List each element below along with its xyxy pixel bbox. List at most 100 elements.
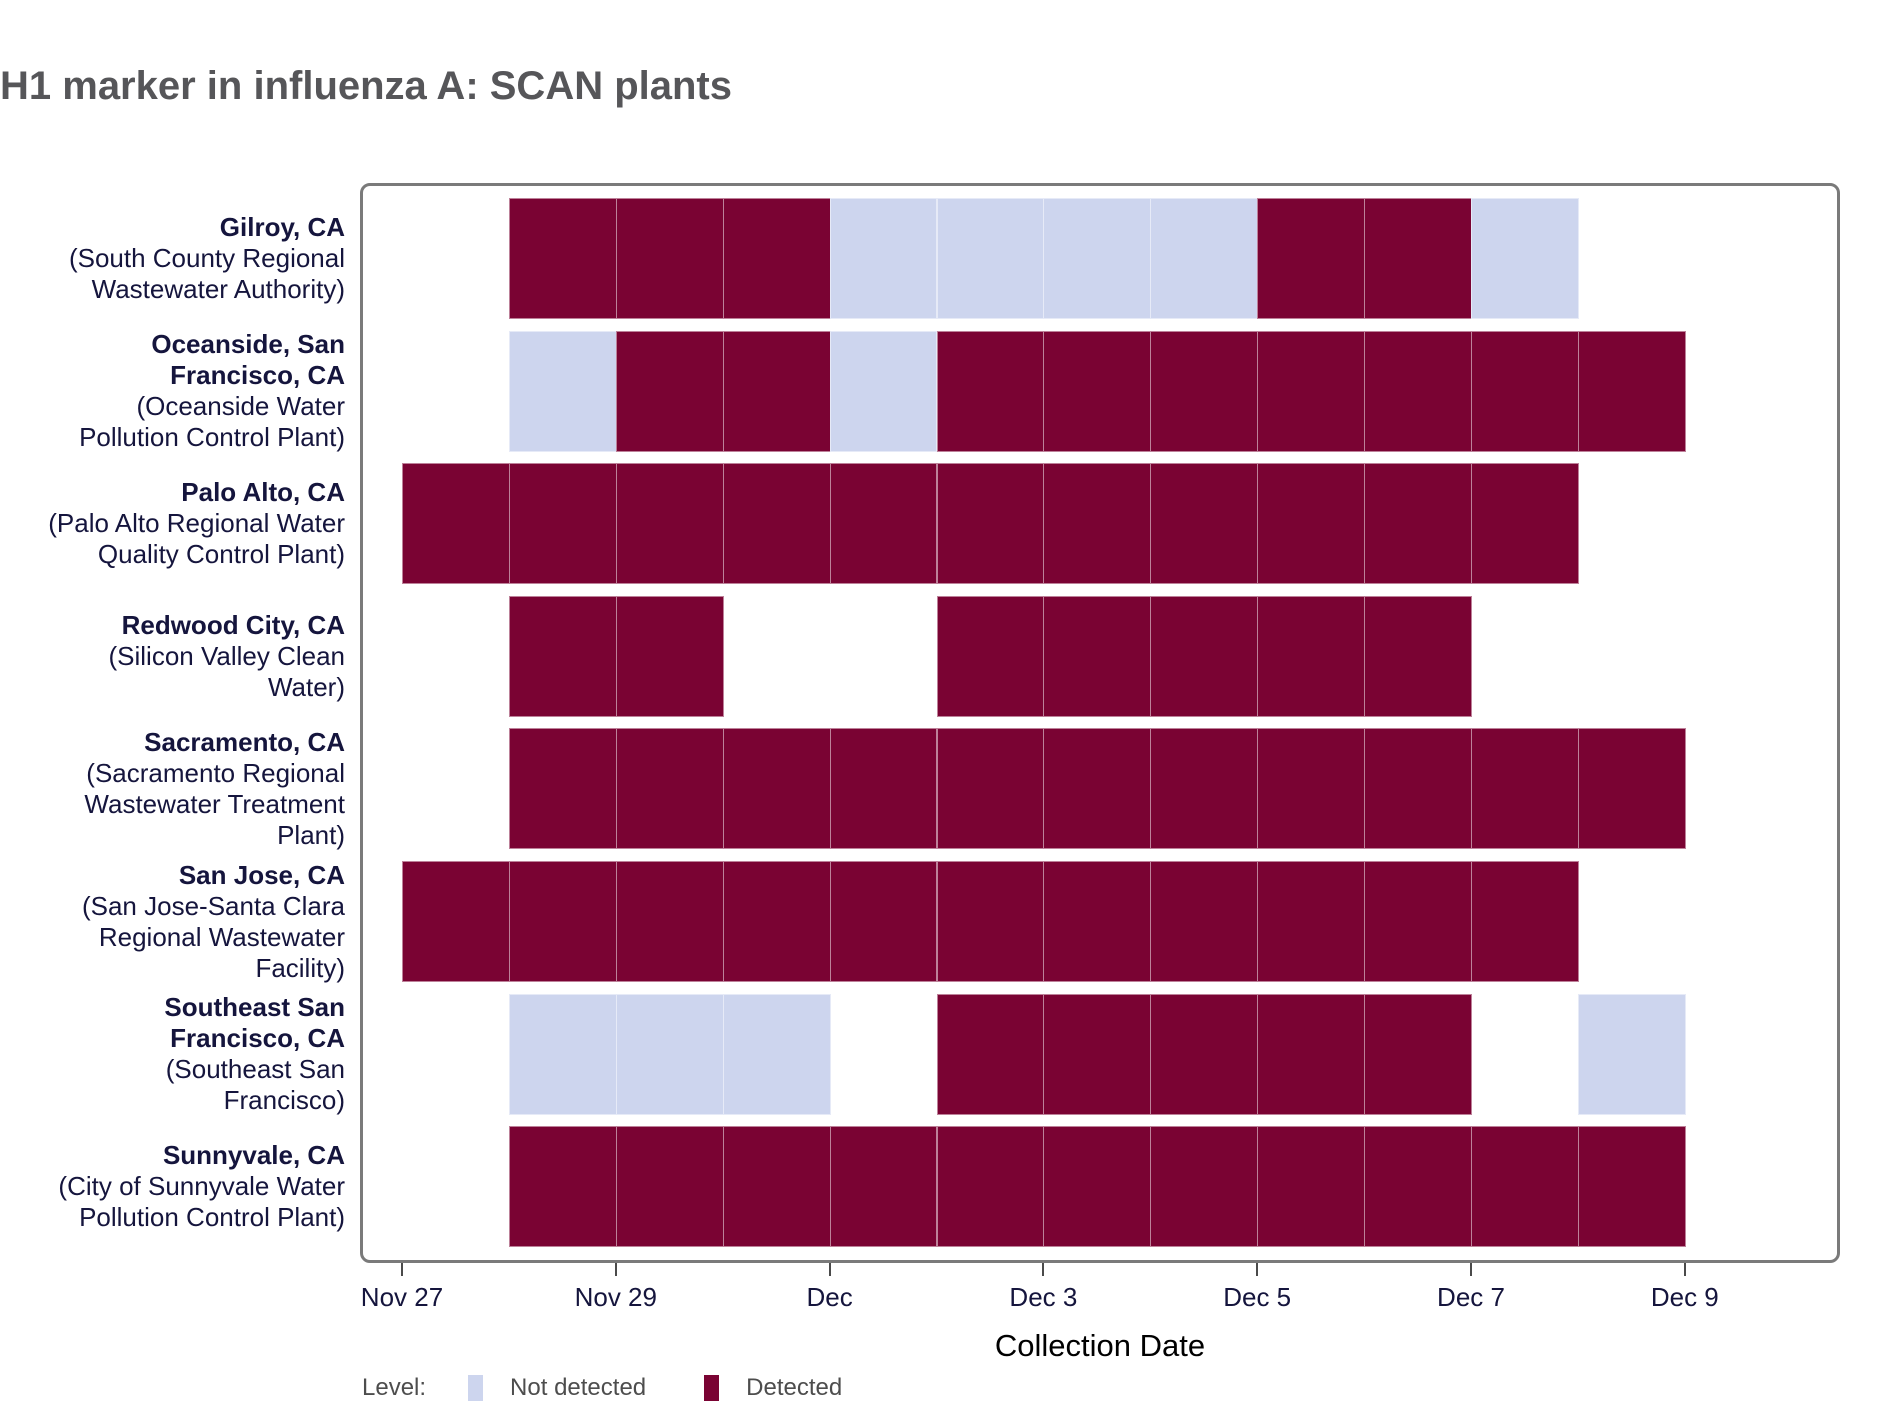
y-label-southeast-san-francisco-ca: Southeast San Francisco, CA (Southeast San… bbox=[20, 992, 345, 1116]
x-tick-mark-nov-27 bbox=[401, 1263, 403, 1276]
tile-sunnyvale-ca-dec-7 bbox=[1471, 1126, 1579, 1248]
tile-sunnyvale-ca-dec-8 bbox=[1577, 1126, 1686, 1248]
legend-swatch-detected bbox=[704, 1375, 720, 1401]
x-tick-mark-dec-5 bbox=[1256, 1263, 1259, 1276]
legend-item-detected: Detected bbox=[704, 1374, 842, 1402]
legend-title: Level: bbox=[362, 1374, 427, 1401]
legend-label: Detected bbox=[746, 1374, 843, 1401]
tile-san-jose-ca-dec-5 bbox=[1257, 861, 1366, 982]
tile-gilroy-ca-dec-7 bbox=[1471, 198, 1579, 319]
chart-title: H1 marker in influenza A: SCAN plants bbox=[0, 64, 732, 108]
legend-label: Not detected bbox=[510, 1374, 647, 1401]
tile-palo-alto-ca-dec-7 bbox=[1471, 463, 1579, 585]
tile-san-jose-ca-nov-27 bbox=[402, 861, 510, 982]
y-label-plant-line: Francisco) bbox=[223, 1085, 345, 1116]
y-label-plant-line: Regional Wastewater bbox=[98, 921, 345, 952]
tile-southeast-san-francisco-ca-dec-3 bbox=[1043, 993, 1152, 1115]
y-label-plant-line: (Oceanside Water bbox=[136, 391, 345, 422]
tile-san-jose-ca-dec-1 bbox=[829, 861, 938, 982]
tile-redwood-city-ca-nov-29 bbox=[615, 595, 724, 717]
y-label-plant-line: (South County Regional bbox=[68, 243, 345, 273]
x-tick-mark-dec bbox=[828, 1263, 831, 1276]
x-tick-label-dec-9: Dec 9 bbox=[1650, 1282, 1719, 1312]
y-label-plant-line: Quality Control Plant) bbox=[97, 539, 345, 570]
tile-oceanside-san-francisco-ca-nov-28 bbox=[508, 330, 617, 452]
tile-oceanside-san-francisco-ca-dec-5 bbox=[1257, 330, 1366, 452]
tile-san-jose-ca-dec-4 bbox=[1150, 861, 1259, 982]
tile-sunnyvale-ca-dec-4 bbox=[1150, 1126, 1259, 1248]
tile-sacramento-ca-nov-28 bbox=[508, 728, 617, 850]
tile-sunnyvale-ca-nov-29 bbox=[615, 1126, 724, 1248]
tile-palo-alto-ca-nov-28 bbox=[508, 463, 617, 585]
x-tick-label-nov-29: Nov 29 bbox=[574, 1282, 657, 1312]
tile-oceanside-san-francisco-ca-dec-1 bbox=[829, 330, 938, 452]
y-label-city-line: Oceanside, San bbox=[151, 329, 345, 360]
tile-sacramento-ca-dec-7 bbox=[1471, 728, 1579, 850]
x-tick-mark-nov-29 bbox=[614, 1263, 617, 1276]
y-label-plant-line: (City of Sunnyvale Water bbox=[58, 1171, 345, 1202]
tile-palo-alto-ca-dec-2 bbox=[936, 463, 1045, 585]
x-tick-label-dec: Dec bbox=[806, 1282, 853, 1312]
tile-sacramento-ca-dec-2 bbox=[936, 728, 1045, 850]
y-label-city-line: Francisco, CA bbox=[170, 360, 345, 391]
y-label-plant-line: Plant) bbox=[277, 819, 345, 850]
tile-southeast-san-francisco-ca-nov-28 bbox=[508, 993, 617, 1115]
legend: Level: Not detected Detected bbox=[362, 1372, 900, 1404]
tile-gilroy-ca-dec-3 bbox=[1043, 198, 1152, 319]
tile-gilroy-ca-dec-5 bbox=[1257, 198, 1366, 319]
tile-sunnyvale-ca-nov-30 bbox=[722, 1126, 831, 1248]
tile-sunnyvale-ca-dec-3 bbox=[1043, 1126, 1152, 1248]
y-label-plant-line: (Palo Alto Regional Water bbox=[48, 508, 345, 539]
tile-palo-alto-ca-nov-29 bbox=[615, 463, 724, 585]
tile-san-jose-ca-nov-30 bbox=[722, 861, 831, 982]
tile-san-jose-ca-dec-2 bbox=[936, 861, 1045, 982]
tile-southeast-san-francisco-ca-dec-6 bbox=[1364, 993, 1472, 1115]
legend-swatch-not-detected bbox=[468, 1375, 484, 1401]
tile-sacramento-ca-dec-8 bbox=[1577, 728, 1686, 850]
y-label-san-jose-ca: San Jose, CA (San Jose-Santa Clara Regiona… bbox=[20, 860, 345, 984]
tile-sacramento-ca-dec-4 bbox=[1150, 728, 1259, 850]
tile-gilroy-ca-nov-30 bbox=[722, 198, 831, 319]
tile-san-jose-ca-dec-3 bbox=[1043, 861, 1152, 982]
y-label-plant-line: (Silicon Valley Clean bbox=[108, 640, 345, 671]
tile-san-jose-ca-nov-28 bbox=[508, 861, 617, 982]
tile-southeast-san-francisco-ca-dec-8 bbox=[1577, 993, 1686, 1115]
tile-oceanside-san-francisco-ca-dec-8 bbox=[1577, 330, 1686, 452]
tile-redwood-city-ca-dec-4 bbox=[1150, 595, 1259, 717]
tile-oceanside-san-francisco-ca-nov-29 bbox=[615, 330, 724, 452]
tile-southeast-san-francisco-ca-dec-5 bbox=[1257, 993, 1366, 1115]
tile-palo-alto-ca-dec-5 bbox=[1257, 463, 1366, 585]
tile-sunnyvale-ca-dec-5 bbox=[1257, 1126, 1366, 1248]
tile-sunnyvale-ca-nov-28 bbox=[508, 1126, 617, 1248]
y-label-sunnyvale-ca: Sunnyvale, CA (City of Sunnyvale Water Pol… bbox=[20, 1140, 345, 1233]
tile-southeast-san-francisco-ca-nov-29 bbox=[615, 993, 724, 1115]
tile-palo-alto-ca-dec-4 bbox=[1150, 463, 1259, 585]
tile-oceanside-san-francisco-ca-dec-3 bbox=[1043, 330, 1152, 452]
x-tick-label-dec-7: Dec 7 bbox=[1437, 1282, 1505, 1312]
y-label-city-line: Palo Alto, CA bbox=[181, 477, 345, 508]
tile-san-jose-ca-dec-6 bbox=[1364, 861, 1472, 982]
tile-gilroy-ca-nov-29 bbox=[615, 198, 724, 319]
tile-palo-alto-ca-dec-6 bbox=[1364, 463, 1472, 585]
tile-redwood-city-ca-nov-28 bbox=[508, 595, 617, 717]
tile-oceanside-san-francisco-ca-dec-4 bbox=[1150, 330, 1259, 452]
tile-palo-alto-ca-dec-3 bbox=[1043, 463, 1152, 585]
y-label-gilroy-ca: Gilroy, CA (South County Regional Wastewat… bbox=[20, 212, 345, 305]
tile-southeast-san-francisco-ca-dec-4 bbox=[1150, 993, 1259, 1115]
x-tick-mark-dec-3 bbox=[1042, 1263, 1045, 1276]
y-label-sacramento-ca: Sacramento, CA (Sacramento Regional Wastew… bbox=[20, 727, 345, 851]
tile-oceanside-san-francisco-ca-dec-2 bbox=[936, 330, 1045, 452]
y-label-palo-alto-ca: Palo Alto, CA (Palo Alto Regional Water Qu… bbox=[20, 477, 345, 570]
y-label-redwood-city-ca: Redwood City, CA (Silicon Valley Clean Wat… bbox=[20, 610, 345, 703]
y-label-plant-line: Facility) bbox=[255, 952, 345, 983]
tile-southeast-san-francisco-ca-nov-30 bbox=[722, 993, 831, 1115]
x-tick-label-nov-27: Nov 27 bbox=[360, 1282, 444, 1312]
tile-redwood-city-ca-dec-6 bbox=[1364, 595, 1472, 717]
y-label-plant-line: Wastewater Authority) bbox=[91, 274, 345, 304]
tile-redwood-city-ca-dec-5 bbox=[1257, 595, 1366, 717]
tile-palo-alto-ca-nov-27 bbox=[402, 463, 510, 585]
y-label-plant-line: Water) bbox=[267, 671, 345, 702]
tile-oceanside-san-francisco-ca-nov-30 bbox=[722, 330, 831, 452]
y-label-plant-line: (Southeast San bbox=[165, 1054, 345, 1085]
tile-sacramento-ca-nov-29 bbox=[615, 728, 724, 850]
